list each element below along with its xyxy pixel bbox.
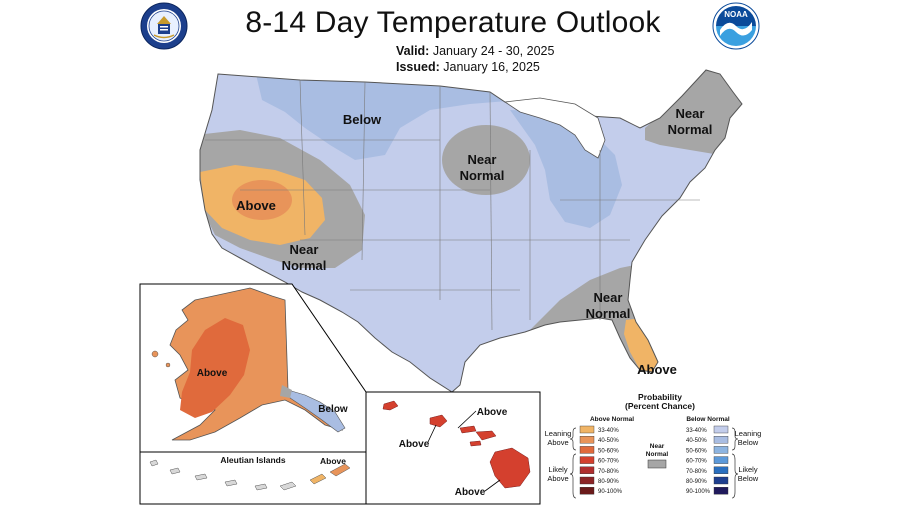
legend-below-swatch [713, 466, 729, 475]
label-hawaii-above-2: Above [399, 439, 430, 450]
label-near-southeast-1: Near [594, 290, 623, 305]
legend-below-header: Below Normal [686, 416, 730, 423]
label-hawaii-above-3: Above [455, 487, 486, 498]
legend-above-swatch [579, 425, 595, 434]
legend-below-range: 40-50% [686, 438, 707, 444]
aleutian-inset-frame [139, 451, 367, 505]
legend-below-swatch [713, 456, 729, 464]
probability-legend: Probability (Percent Chance) Above Norma… [545, 392, 762, 499]
alaska-panhandle [287, 389, 346, 433]
page-title: 8-14 Day Temperature Outlook [245, 6, 661, 39]
below-north-band [255, 70, 520, 160]
label-alaska-below: Below [318, 404, 348, 415]
alaska-above-50 [180, 318, 250, 418]
legend-above-swatch [579, 486, 595, 495]
legend-above-range: 50-60% [598, 448, 619, 454]
legend-above-swatch [579, 446, 595, 454]
label-below-north: Below [343, 112, 382, 127]
legend-swatches: 33-40% 33-40% 40-50% 40-50% 50-60% 50-60% 60-7… [579, 425, 729, 495]
noaa-logo-text: NOAA [724, 10, 748, 19]
legend-above-swatch [579, 466, 595, 475]
valid-label: Valid: [396, 44, 430, 58]
noaa-logo-icon: NOAA [712, 2, 760, 50]
legend-title-1: Probability [638, 392, 682, 402]
label-aleutian-above: Above [320, 456, 346, 466]
label-alaska-above: Above [197, 368, 228, 379]
legend-likely-below-1: Likely [738, 465, 757, 474]
label-above-west: Above [236, 198, 276, 213]
label-near-northeast-2: Normal [668, 122, 713, 137]
legend-near-1: Near [650, 443, 665, 450]
label-near-midwest-2: Normal [460, 168, 505, 183]
label-near-midwest-1: Near [468, 152, 497, 167]
legend-above-range: 70-80% [598, 469, 619, 475]
above-florida [624, 318, 660, 374]
issued-value: January 16, 2025 [443, 60, 540, 74]
legend-above-header: Above Normal [590, 416, 634, 423]
legend-above-range: 40-50% [598, 438, 619, 444]
label-near-southeast-2: Normal [586, 306, 631, 321]
legend-leaning-below-2: Below [738, 438, 759, 447]
label-near-northeast-1: Near [676, 106, 705, 121]
valid-value: January 24 - 30, 2025 [432, 44, 555, 58]
alaska-near-sliver [280, 385, 292, 398]
legend-above-range: 60-70% [598, 459, 619, 465]
issued-date: Issued: January 16, 2025 [396, 60, 540, 74]
alaska-map [151, 287, 346, 441]
legend-below-range: 90-100% [686, 489, 711, 495]
legend-likely-above-1: Likely [548, 465, 567, 474]
legend-above-range: 80-90% [598, 479, 619, 485]
label-near-west-2: Normal [282, 258, 327, 273]
near-normal-northeast [645, 70, 742, 160]
legend-above-range: 33-40% [598, 428, 619, 434]
state-lines [205, 79, 700, 331]
legend-below-range: 33-40% [686, 428, 707, 434]
legend-near-2: Normal [646, 451, 669, 458]
issued-label: Issued: [396, 60, 440, 74]
valid-dates: Valid: January 24 - 30, 2025 [396, 44, 554, 58]
legend-below-range: 70-80% [686, 469, 707, 475]
legend-below-swatch [713, 486, 729, 495]
label-aleutian-islands: Aleutian Islands [220, 455, 285, 465]
legend-below-range: 50-60% [686, 448, 707, 454]
legend-above-swatch [579, 456, 595, 464]
legend-below-swatch [713, 425, 729, 434]
legend-leaning-above-1: Leaning [545, 429, 572, 438]
legend-likely-below-2: Below [738, 474, 759, 483]
legend-above-swatch [579, 436, 595, 444]
legend-below-range: 60-70% [686, 459, 707, 465]
legend-near-swatch [647, 459, 667, 469]
legend-below-swatch [713, 446, 729, 454]
conus-outline [199, 69, 743, 393]
legend-below-range: 80-90% [686, 479, 707, 485]
legend-likely-above-2: Above [547, 474, 568, 483]
legend-below-swatch [713, 476, 729, 485]
hawaii-islands [382, 400, 531, 489]
great-lakes [503, 97, 606, 159]
legend-above-range: 90-100% [598, 489, 623, 495]
conus-region [199, 69, 743, 393]
near-normal-midwest [442, 125, 530, 195]
legend-title-2: (Percent Chance) [625, 401, 695, 411]
aleutian-islands [149, 459, 351, 491]
label-hawaii-above-1: Above [477, 407, 508, 418]
legend-leaning-above-2: Above [547, 438, 568, 447]
label-near-west-1: Near [290, 242, 319, 257]
legend-above-swatch [579, 476, 595, 485]
legend-leaning-below-1: Leaning [735, 429, 762, 438]
legend-below-swatch [713, 436, 729, 444]
label-above-florida: Above [637, 362, 677, 377]
commerce-seal-icon [140, 2, 188, 50]
